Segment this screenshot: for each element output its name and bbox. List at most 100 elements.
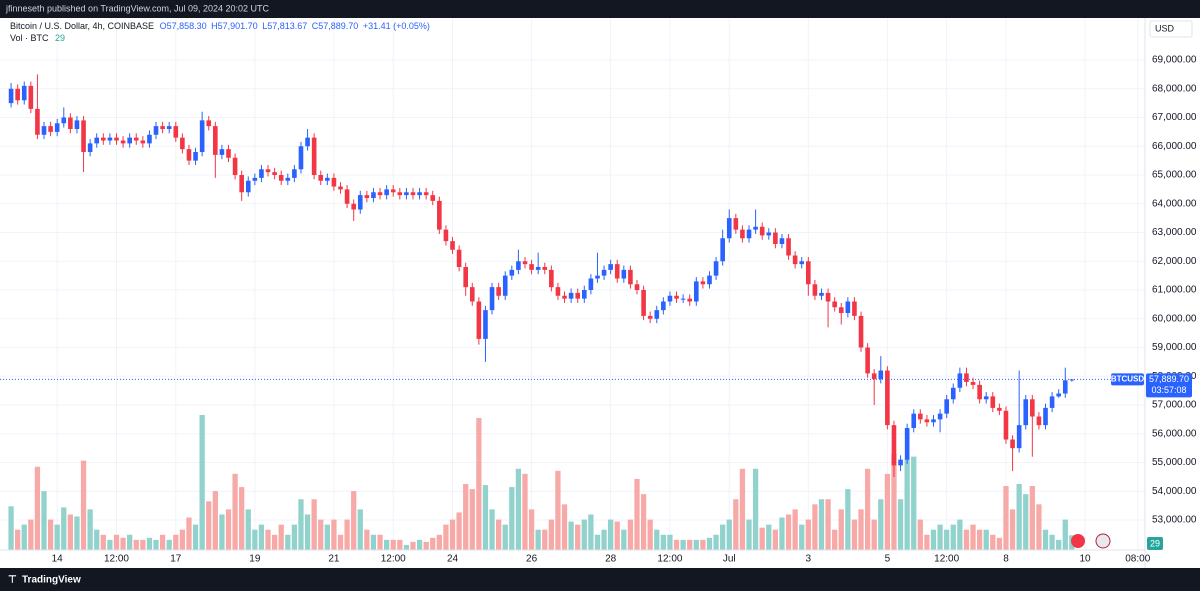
volume-bar — [337, 534, 344, 550]
volume-bar — [34, 466, 41, 550]
candle-body — [568, 292, 574, 299]
volume-bar — [726, 519, 732, 550]
candle-body — [133, 137, 139, 141]
candle-body — [812, 284, 818, 296]
candle-body — [680, 298, 686, 300]
y-tick-label: 64,000.00 — [1152, 198, 1197, 209]
volume-bar — [509, 487, 515, 550]
candle-body — [806, 261, 811, 285]
y-tick-label: 56,000.00 — [1152, 428, 1197, 439]
candle-body — [608, 264, 613, 270]
candle-body — [199, 120, 205, 153]
candle-body — [707, 275, 712, 285]
candle-body — [496, 287, 501, 296]
candle-body — [575, 292, 581, 299]
volume-bar — [291, 524, 298, 550]
volume-bar — [377, 534, 383, 550]
volume-bar — [133, 539, 139, 550]
flag-icon[interactable] — [1095, 533, 1111, 549]
volume-bar — [61, 507, 67, 550]
volume-bar — [258, 524, 265, 550]
candle-body — [661, 301, 666, 311]
volume-bar — [324, 524, 330, 550]
candle-body — [338, 186, 343, 190]
candle-body — [733, 218, 739, 230]
volume-bar — [225, 509, 232, 550]
candle-body — [1003, 410, 1009, 440]
volume-bar — [911, 456, 917, 550]
candle-body — [753, 226, 758, 230]
volume-bar — [107, 539, 113, 550]
x-tick-label: 3 — [806, 554, 812, 565]
volume-bar — [245, 509, 251, 550]
volume-bar — [1062, 519, 1068, 550]
candle-body — [858, 315, 864, 348]
candle-body — [720, 238, 725, 262]
legend-change: +31.41 (+0.05%) — [363, 21, 430, 31]
candle-body — [904, 428, 910, 460]
currency-box[interactable] — [1149, 20, 1193, 38]
y-tick-label: 69,000.00 — [1152, 55, 1197, 66]
volume-bar — [752, 468, 759, 550]
volume-bar — [463, 484, 469, 550]
candle-body — [997, 407, 1002, 411]
volume-bar — [746, 519, 752, 550]
volume-bar — [47, 519, 54, 550]
candle-body — [1056, 393, 1061, 397]
volume-bar — [687, 539, 693, 550]
candle-body — [792, 255, 798, 265]
candle-body — [35, 108, 40, 135]
candle-body — [489, 287, 495, 311]
candle-body — [950, 387, 956, 400]
candle-body — [601, 269, 607, 276]
candle-body — [180, 137, 185, 150]
candle-body — [245, 180, 251, 193]
x-tick-label: 5 — [885, 554, 891, 565]
candle-body — [1036, 416, 1042, 426]
candle-body — [871, 373, 877, 380]
volume-bar — [1016, 484, 1022, 550]
candle-body — [502, 275, 508, 296]
x-tick-label: 14 — [52, 554, 64, 565]
candle-body — [298, 146, 304, 170]
candle-body — [476, 301, 482, 339]
volume-bar — [785, 514, 792, 550]
volume-bar — [588, 514, 594, 550]
volume-bar — [54, 524, 60, 550]
volume-legend: Vol · BTC 29 — [10, 33, 65, 43]
candle-body — [259, 169, 264, 178]
candle-body — [634, 284, 640, 291]
volume-bar — [278, 524, 284, 550]
y-tick-label: 67,000.00 — [1152, 112, 1197, 123]
candle-body — [417, 192, 422, 196]
y-tick-label: 62,000.00 — [1152, 256, 1197, 267]
volume-bar — [496, 519, 502, 550]
y-tick-label: 63,000.00 — [1152, 227, 1197, 238]
x-tick-label: Jul — [723, 554, 736, 565]
candle-body — [832, 301, 837, 308]
volume-bar — [127, 534, 133, 550]
candle-body — [700, 281, 706, 285]
event-icon[interactable] — [1071, 534, 1085, 548]
x-tick-label: 12:00 — [934, 554, 959, 565]
candle-body — [983, 396, 989, 400]
x-tick-label: 26 — [526, 554, 538, 565]
volume-bar — [100, 534, 106, 550]
candle-body — [990, 396, 996, 408]
candle-body — [147, 134, 152, 144]
candle-body — [759, 226, 765, 236]
volume-bar — [351, 491, 357, 550]
volume-bar — [766, 524, 772, 550]
volume-bar — [515, 468, 522, 550]
volume-bar — [1003, 486, 1009, 550]
footer-logo: TradingView — [22, 575, 81, 586]
price-axis-bg — [1145, 18, 1200, 568]
candle-body — [641, 290, 646, 316]
candle-body — [529, 264, 534, 270]
candle-body — [61, 117, 67, 124]
volume-bar — [667, 534, 673, 550]
volume-bar — [331, 519, 337, 550]
legend-high: H57,901.70 — [211, 21, 258, 31]
candle-body — [94, 137, 100, 144]
candle-body — [786, 238, 791, 256]
